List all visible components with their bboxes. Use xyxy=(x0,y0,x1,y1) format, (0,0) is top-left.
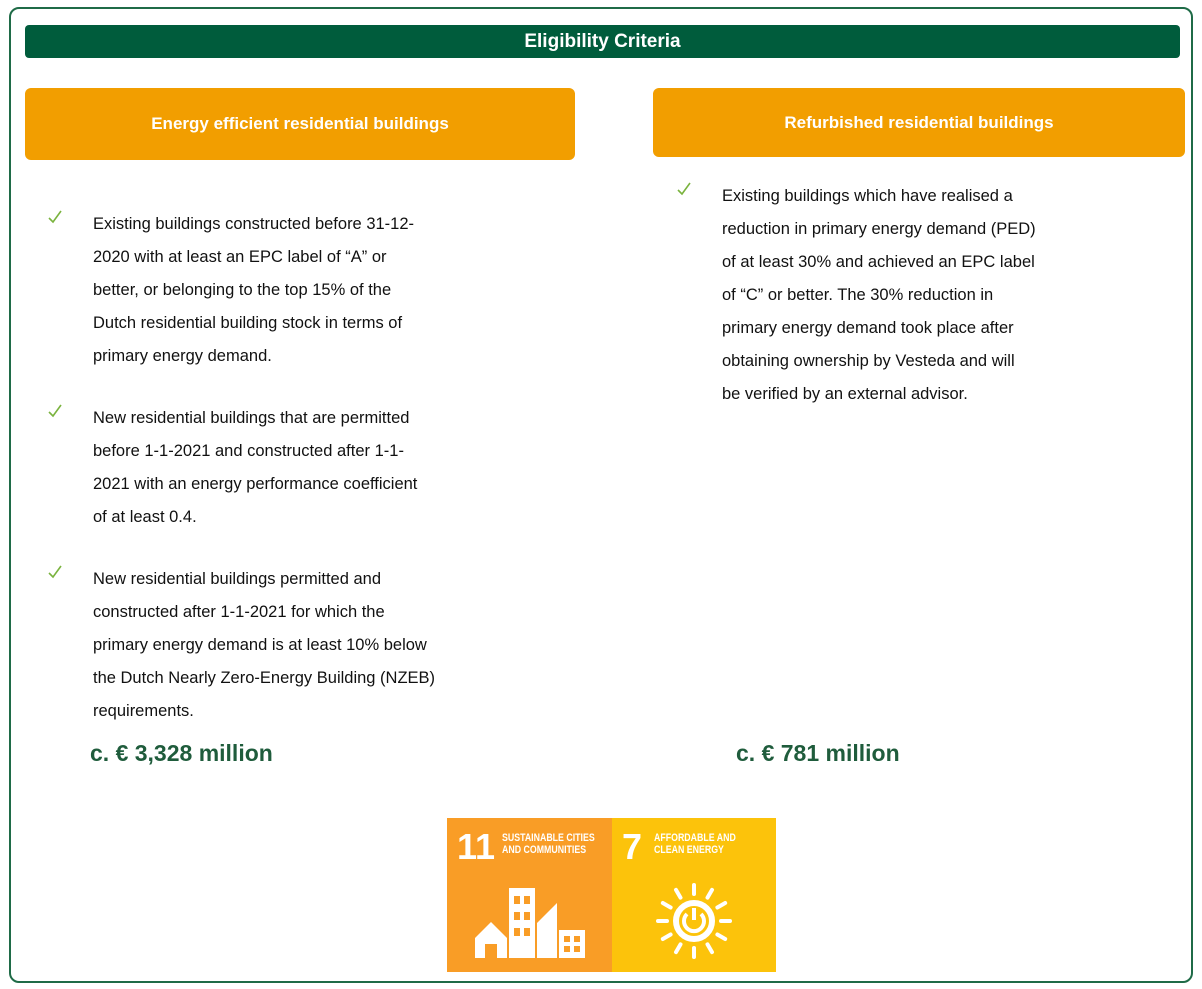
bullet-line: requirements. xyxy=(93,702,194,720)
bullet-line: better, or belonging to the top 15% of t… xyxy=(93,281,392,299)
bullet-line: be verified by an external advisor. xyxy=(722,385,968,403)
sdg-number: 11 xyxy=(457,826,496,867)
bullet-line: before 1-1-2021 and constructed after 1-… xyxy=(93,442,404,460)
column-heading: Refurbished residential buildings xyxy=(653,88,1185,157)
bullet-line: New residential buildings permitted and xyxy=(93,570,381,588)
bullet-line: primary energy demand. xyxy=(93,347,272,365)
checkmark xyxy=(677,182,691,196)
title: Eligibility Criteria xyxy=(25,25,1180,58)
bullet-line: 2021 with an energy performance coeffici… xyxy=(93,475,418,493)
bullet-line: constructed after 1-1-2021 for which the xyxy=(93,603,385,621)
bullet-line: obtaining ownership by Vesteda and will xyxy=(722,352,1015,370)
sun-ray xyxy=(705,887,714,900)
bullet: Existing buildings which have realised a… xyxy=(677,180,1036,411)
sdg-tile: 7 AFFORDABLE AND CLEAN ENERGY xyxy=(612,818,776,972)
sdg-tile: 11 SUSTAINABLE CITIES AND COMMUNITIES xyxy=(447,818,612,972)
bullet-line: Existing buildings which have realised a xyxy=(722,187,1013,205)
bullet-line: of at least 0.4. xyxy=(93,508,197,526)
bullet-line: primary energy demand is at least 10% be… xyxy=(93,636,427,654)
bullet: Existing buildings constructed before 31… xyxy=(48,208,435,373)
bullet: New residential buildings permitted and c… xyxy=(48,563,436,728)
sun-ray xyxy=(660,901,673,910)
sdg-icon xyxy=(475,888,585,958)
bullet-list: Existing buildings which have realised a… xyxy=(677,180,1036,440)
bullet-line: of at least 30% and achieved an EPC labe… xyxy=(722,253,1035,271)
sdg-label: AFFORDABLE AND CLEAN ENERGY xyxy=(654,832,736,856)
checkmark xyxy=(48,565,62,579)
sdg-label-line: CLEAN ENERGY xyxy=(654,844,724,856)
bullet-line: primary energy demand took place after xyxy=(722,319,1014,337)
bullet-line: the Dutch Nearly Zero-Energy Building (N… xyxy=(93,669,436,687)
sun-ray xyxy=(660,932,673,941)
bullet-line: New residential buildings that are permi… xyxy=(93,409,410,427)
bullet-line: Existing buildings constructed before 31… xyxy=(93,215,415,233)
bullet-line: 2020 with at least an EPC label of “A” o… xyxy=(93,248,387,266)
checkmark xyxy=(48,210,62,224)
sun-ray xyxy=(715,932,728,941)
sun-ray xyxy=(715,901,728,910)
sdg-label: SUSTAINABLE CITIES AND COMMUNITIES xyxy=(502,832,595,856)
sdg-label-line: AND COMMUNITIES xyxy=(502,844,587,856)
sdg-label-line: SUSTAINABLE CITIES xyxy=(502,832,595,844)
checkmark xyxy=(48,404,62,418)
column-heading: Energy efficient residential buildings xyxy=(25,88,575,160)
sun-ray xyxy=(674,887,683,900)
bullet-line: reduction in primary energy demand (PED) xyxy=(722,220,1036,238)
amount: c. € 3,328 million xyxy=(90,740,273,766)
sdg-number: 7 xyxy=(622,826,643,867)
sdg-label-line: AFFORDABLE AND xyxy=(654,832,736,844)
sdg-icon xyxy=(656,883,732,959)
bullet-line: Dutch residential building stock in term… xyxy=(93,314,403,332)
amount: c. € 781 million xyxy=(736,740,900,766)
bullet-list: Existing buildings constructed before 31… xyxy=(48,208,436,757)
sun-ray xyxy=(705,942,714,955)
bullet-line: of “C” or better. The 30% reduction in xyxy=(722,286,994,304)
frame xyxy=(9,7,1193,983)
bullet: New residential buildings that are permi… xyxy=(48,402,435,534)
sun-ray xyxy=(674,942,683,955)
